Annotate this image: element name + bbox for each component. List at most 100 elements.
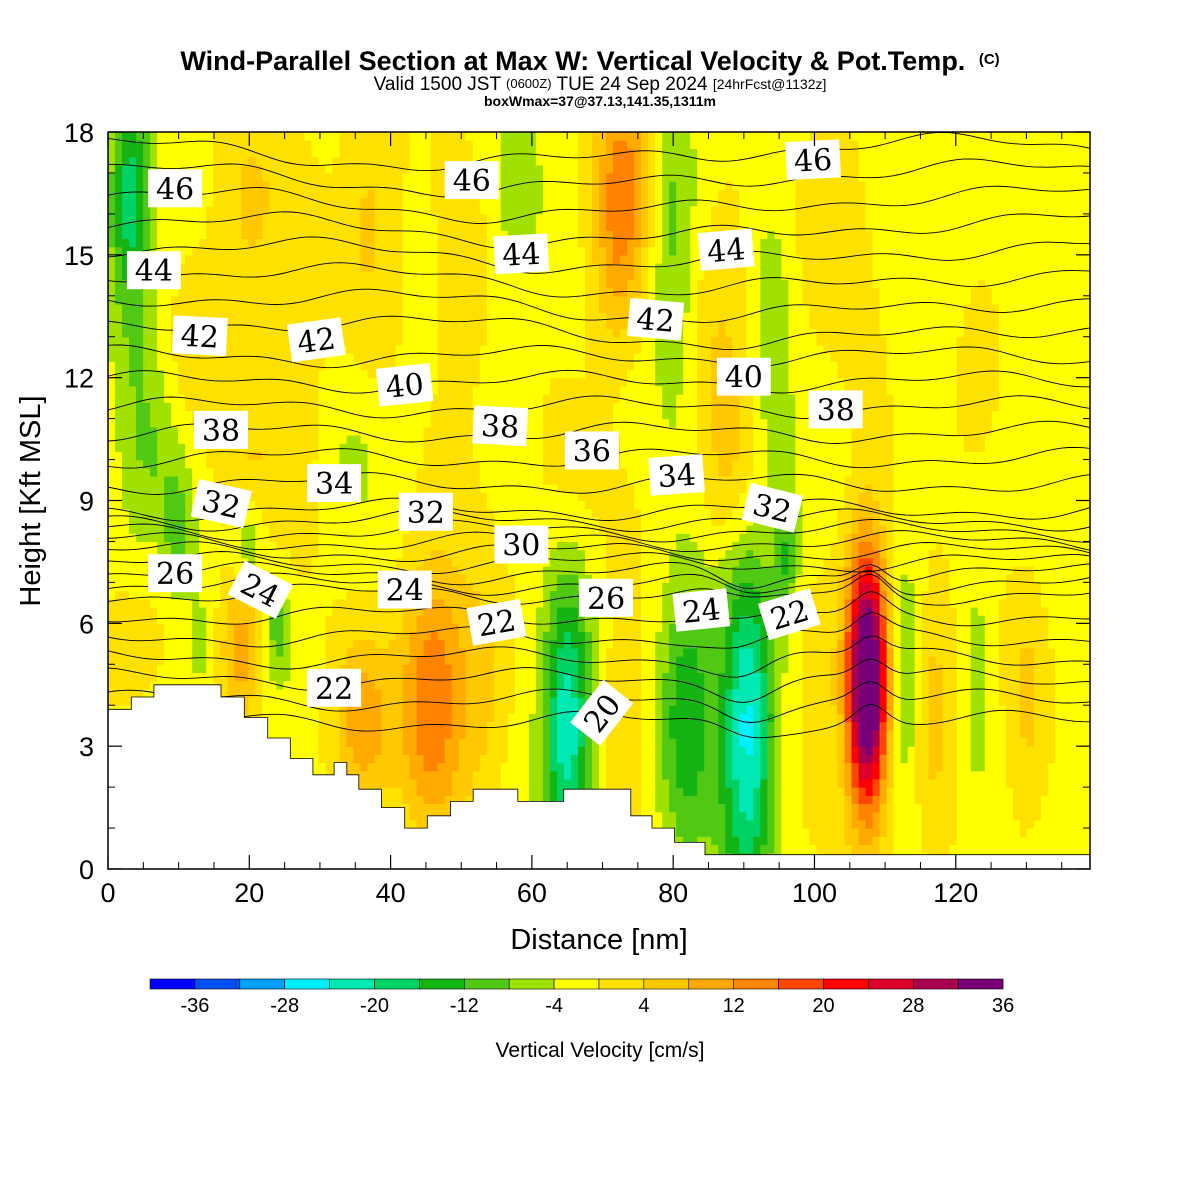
velocity-cell [914,615,923,624]
velocity-cell [795,762,804,772]
velocity-cell [662,787,670,796]
velocity-cell [318,590,327,600]
velocity-cell [753,787,761,796]
velocity-cell [311,606,320,616]
velocity-cell [851,762,860,772]
velocity-cell [725,819,733,829]
velocity-cell [879,746,888,755]
velocity-cell [381,762,390,772]
velocity-cell [535,770,544,780]
velocity-cell [430,721,439,731]
velocity-cell [255,680,263,690]
velocity-cell [879,787,888,796]
velocity-cell [599,754,607,764]
velocity-cell [893,705,902,715]
velocity-cell [318,606,327,616]
velocity-cell [164,615,172,624]
velocity-cell [963,639,972,649]
velocity-cell [1054,713,1063,723]
velocity-cell [991,828,1000,837]
velocity-cell [788,828,796,837]
velocity-cell [851,721,860,731]
velocity-cell [409,762,418,772]
velocity-cell [921,778,930,788]
velocity-cell [907,836,916,846]
velocity-cell [1054,606,1063,616]
velocity-cell [837,680,846,690]
velocity-cell [991,606,1000,616]
velocity-cell [381,639,390,649]
velocity-cell [409,672,418,682]
velocity-cell [830,623,839,633]
velocity-cell [171,631,179,641]
velocity-cell [563,623,572,633]
velocity-cell [346,615,355,624]
velocity-cell [500,705,509,715]
velocity-cell [662,656,670,665]
velocity-cell [879,828,888,837]
velocity-cell [725,811,733,821]
velocity-cell [711,737,719,747]
velocity-cell [1047,615,1056,624]
velocity-cell [255,606,263,616]
velocity-cell [662,754,670,764]
velocity-cell [528,729,537,739]
velocity-cell [697,639,705,649]
velocity-cell [388,705,397,715]
velocity-cell [774,795,782,805]
velocity-cell [970,754,979,764]
velocity-cell [956,778,965,788]
velocity-cell [122,664,130,674]
velocity-cell [409,778,418,788]
velocity-cell [563,680,572,690]
velocity-cell [935,795,944,805]
velocity-cell [886,836,895,846]
velocity-cell [423,623,432,633]
velocity-cell [774,664,782,674]
velocity-cell [290,606,298,616]
velocity-cell [374,778,383,788]
velocity-cell [662,819,670,829]
velocity-cell [1068,844,1077,854]
velocity-cell [928,631,937,641]
velocity-cell [444,598,453,608]
velocity-cell [542,582,551,592]
velocity-cell [276,721,284,731]
velocity-cell [977,819,986,829]
velocity-cell [1005,819,1014,829]
velocity-cell [865,705,874,715]
velocity-cell [914,656,923,665]
velocity-cell [977,705,986,715]
velocity-cell [213,598,221,608]
velocity-cell [1033,721,1042,731]
velocity-cell [290,672,298,682]
velocity-cell [893,778,902,788]
velocity-cell [753,623,761,633]
velocity-cell [444,647,453,657]
velocity-cell [704,639,712,649]
velocity-cell [269,639,277,649]
velocity-cell [514,746,523,755]
velocity-cell [311,582,320,592]
velocity-cell [662,606,670,616]
velocity-cell [823,713,832,723]
velocity-cell [1061,762,1070,772]
velocity-cell [409,795,418,805]
velocity-cell [591,746,600,755]
velocity-cell [402,746,411,755]
velocity-cell [907,598,916,608]
velocity-cell [711,656,719,665]
velocity-cell [1019,606,1028,616]
velocity-cell [353,721,362,731]
velocity-cell [725,680,733,690]
velocity-cell [227,606,235,616]
velocity-cell [900,615,909,624]
velocity-cell [164,656,172,665]
velocity-cell [851,598,860,608]
velocity-cell [584,623,593,633]
velocity-cell [374,672,383,682]
velocity-cell [683,721,691,731]
velocity-cell [935,647,944,657]
velocity-cell [781,697,789,706]
velocity-cell [970,705,979,715]
